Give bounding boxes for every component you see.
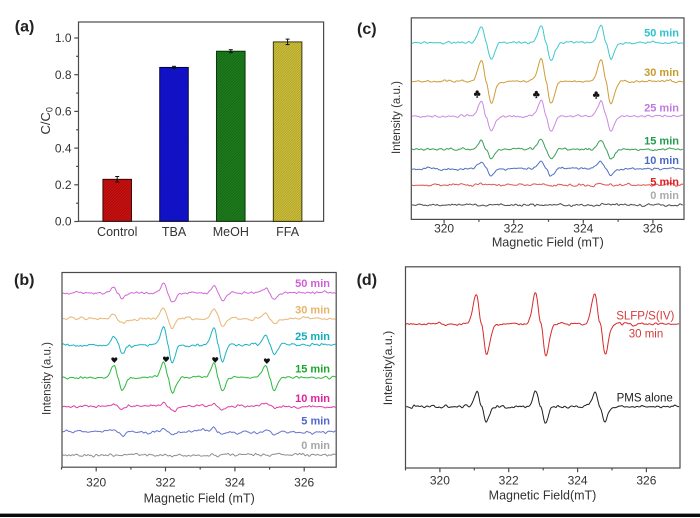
svg-text:25 min: 25 min — [295, 331, 330, 343]
svg-text:10 min: 10 min — [295, 393, 330, 405]
svg-text:322: 322 — [155, 476, 175, 490]
svg-text:320: 320 — [430, 474, 450, 488]
svg-text:324: 324 — [573, 222, 593, 236]
svg-text:TBA: TBA — [162, 225, 187, 239]
svg-text:(d): (d) — [357, 272, 377, 289]
svg-text:25 min: 25 min — [644, 102, 679, 114]
svg-text:Intensity(a.u.): Intensity(a.u.) — [381, 331, 395, 406]
svg-text:Intensity (a.u.): Intensity (a.u.) — [391, 81, 403, 154]
svg-text:C/C0: C/C0 — [38, 107, 55, 134]
svg-text:0.4: 0.4 — [55, 141, 72, 155]
svg-text:PMS alone: PMS alone — [617, 393, 673, 405]
svg-text:324: 324 — [568, 474, 588, 488]
svg-text:(a): (a) — [15, 18, 35, 35]
svg-text:Magnetic Field(mT): Magnetic Field(mT) — [489, 489, 597, 503]
svg-text:SLFP/S(IV): SLFP/S(IV) — [616, 311, 674, 323]
svg-text:Magnetic Field (mT): Magnetic Field (mT) — [492, 235, 604, 249]
svg-text:30 min: 30 min — [295, 305, 330, 317]
svg-text:50 min: 50 min — [295, 278, 330, 290]
svg-text:Magnetic Field (mT): Magnetic Field (mT) — [144, 492, 255, 506]
svg-text:Intensity (a.u.): Intensity (a.u.) — [42, 342, 54, 415]
svg-text:326: 326 — [643, 222, 663, 236]
svg-text:320: 320 — [86, 476, 106, 490]
svg-text:0.2: 0.2 — [55, 178, 72, 192]
svg-text:50 min: 50 min — [644, 27, 679, 39]
svg-text:30 min: 30 min — [629, 328, 664, 340]
svg-text:0.0: 0.0 — [55, 215, 72, 229]
svg-text:320: 320 — [434, 222, 454, 236]
svg-text:15 min: 15 min — [295, 364, 330, 376]
svg-text:15 min: 15 min — [644, 136, 679, 148]
svg-text:(c): (c) — [357, 21, 377, 38]
svg-text:324: 324 — [225, 476, 245, 490]
svg-text:322: 322 — [504, 222, 524, 236]
svg-text:5 min: 5 min — [301, 416, 330, 428]
svg-text:0.6: 0.6 — [55, 105, 72, 119]
svg-text:(b): (b) — [14, 272, 34, 289]
svg-text:0 min: 0 min — [650, 190, 679, 202]
svg-text:322: 322 — [499, 474, 519, 488]
svg-text:FFA: FFA — [276, 225, 300, 239]
svg-text:Control: Control — [97, 225, 137, 239]
svg-text:0.8: 0.8 — [55, 68, 72, 82]
svg-text:10 min: 10 min — [644, 155, 679, 167]
svg-text:5 min: 5 min — [650, 176, 679, 188]
svg-text:MeOH: MeOH — [213, 225, 249, 239]
svg-text:326: 326 — [636, 474, 656, 488]
svg-text:1.0: 1.0 — [55, 31, 72, 45]
svg-text:0 min: 0 min — [301, 440, 330, 452]
svg-text:30 min: 30 min — [644, 67, 679, 79]
svg-text:326: 326 — [294, 476, 314, 490]
